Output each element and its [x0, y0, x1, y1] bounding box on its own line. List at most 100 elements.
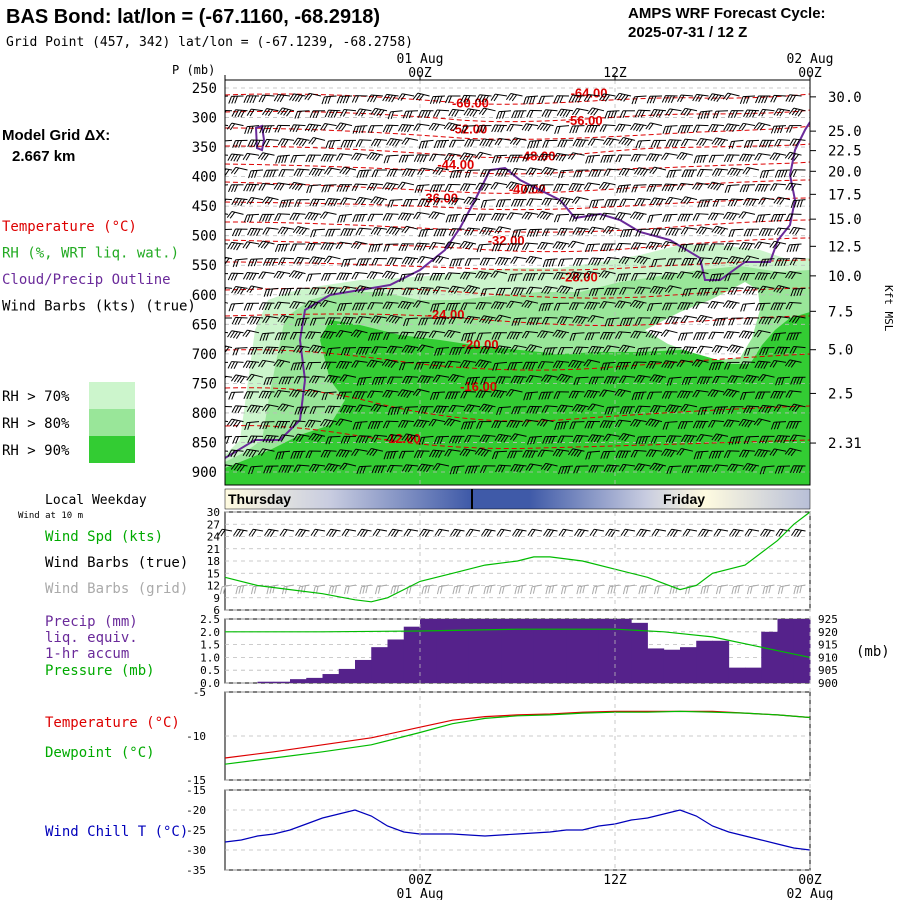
- wind-barb: [475, 182, 492, 192]
- barb-flag: [231, 96, 235, 104]
- barb-flag: [385, 213, 390, 221]
- barb-flag: [294, 111, 298, 119]
- barb-flag: [370, 138, 376, 147]
- barb-flag: [229, 211, 236, 219]
- barb-flag: [491, 124, 496, 133]
- barb-staff: [731, 139, 744, 142]
- barb-flag: [462, 153, 468, 161]
- barb-flag: [648, 153, 654, 161]
- wind-barb: [463, 196, 481, 206]
- barb-flag: [382, 94, 388, 102]
- barb-staff: [225, 95, 229, 98]
- barb-flag: [683, 125, 688, 133]
- barb-flag: [352, 126, 357, 134]
- barb-flag: [665, 197, 671, 204]
- wind-barb: [542, 139, 558, 148]
- wind-barb: [401, 137, 419, 146]
- barb-flag: [298, 138, 305, 146]
- barb-flag: [249, 95, 254, 104]
- barb-flag: [415, 93, 422, 101]
- barb-flag: [351, 183, 356, 191]
- barb-flag: [305, 154, 310, 163]
- wind-barb: [567, 152, 585, 160]
- barb-flag: [715, 110, 720, 119]
- barb-staff: [436, 109, 450, 112]
- barb-staff: [712, 212, 725, 215]
- barb-staff: [758, 153, 771, 156]
- barb-flag: [624, 138, 630, 146]
- barb-flag: [646, 96, 651, 104]
- barb-flag: [458, 170, 462, 178]
- barb-flag: [637, 198, 642, 206]
- barb-flag: [506, 124, 512, 132]
- wind-barb: [370, 196, 388, 206]
- barb-flag: [600, 155, 604, 163]
- barb-staff: [747, 197, 760, 201]
- barb-flag: [680, 214, 685, 222]
- wind-barb: [583, 94, 601, 102]
- barb-staff: [654, 166, 667, 171]
- barb-staff: [293, 124, 306, 127]
- wind-barb: [275, 154, 291, 164]
- barb-staff: [514, 137, 527, 141]
- wind-barb: [433, 139, 450, 149]
- barb-flag: [240, 198, 245, 207]
- barb-flag: [574, 95, 579, 103]
- barb-staff: [390, 110, 403, 113]
- barb-flag: [422, 154, 427, 163]
- barb-flag: [699, 138, 705, 146]
- barb-flag: [645, 122, 651, 130]
- wind-barb: [681, 169, 697, 178]
- wind-barb: [662, 213, 678, 223]
- wind-barb: [774, 139, 791, 147]
- barb-staff: [402, 93, 415, 97]
- barb-flag: [683, 214, 688, 222]
- wind-barb: [336, 184, 353, 192]
- wind-barb: [429, 184, 446, 193]
- wind-barb: [352, 125, 368, 134]
- wind-barbs-cross-section: [225, 92, 806, 475]
- barb-staff: [479, 151, 492, 156]
- wind-barb: [646, 184, 663, 192]
- barb-flag: [252, 95, 257, 104]
- barb-flag: [743, 140, 748, 149]
- wind-barb: [356, 169, 372, 178]
- barb-flag: [636, 168, 643, 175]
- barb-flag: [352, 214, 356, 223]
- barb-flag: [556, 108, 562, 116]
- wind-barb: [382, 182, 399, 191]
- barb-staff: [494, 450, 508, 453]
- barb-staff: [592, 138, 605, 141]
- wind-barb: [662, 125, 678, 134]
- barb-flag: [692, 213, 697, 221]
- barb-flag: [558, 170, 562, 179]
- barb-flag: [498, 199, 503, 208]
- barb-flag: [584, 125, 589, 133]
- wind-barb: [479, 138, 496, 147]
- barb-flag: [230, 154, 235, 162]
- barb-flag: [500, 125, 505, 133]
- barb-flag: [516, 155, 520, 163]
- barb-flag: [505, 181, 512, 189]
- barb-flag: [240, 110, 245, 118]
- barb-staff: [793, 107, 806, 112]
- barb-staff: [359, 139, 372, 141]
- barb-flag: [370, 214, 375, 222]
- barb-flag: [591, 169, 596, 177]
- barb-flag: [703, 199, 707, 208]
- barb-flag: [338, 153, 344, 161]
- temperature-contour-label: -44.00: [437, 157, 474, 172]
- barb-staff: [793, 138, 806, 141]
- barb-flag: [330, 110, 335, 118]
- barb-flag: [432, 167, 438, 175]
- barb-flag: [451, 197, 457, 205]
- barb-flag: [758, 139, 763, 148]
- barb-flag: [623, 95, 629, 102]
- barb-flag: [797, 109, 803, 117]
- barb-flag: [299, 169, 304, 177]
- barb-flag: [234, 184, 238, 192]
- wind-barb: [274, 124, 291, 133]
- barb-flag: [711, 155, 716, 163]
- barb-flag: [273, 182, 279, 190]
